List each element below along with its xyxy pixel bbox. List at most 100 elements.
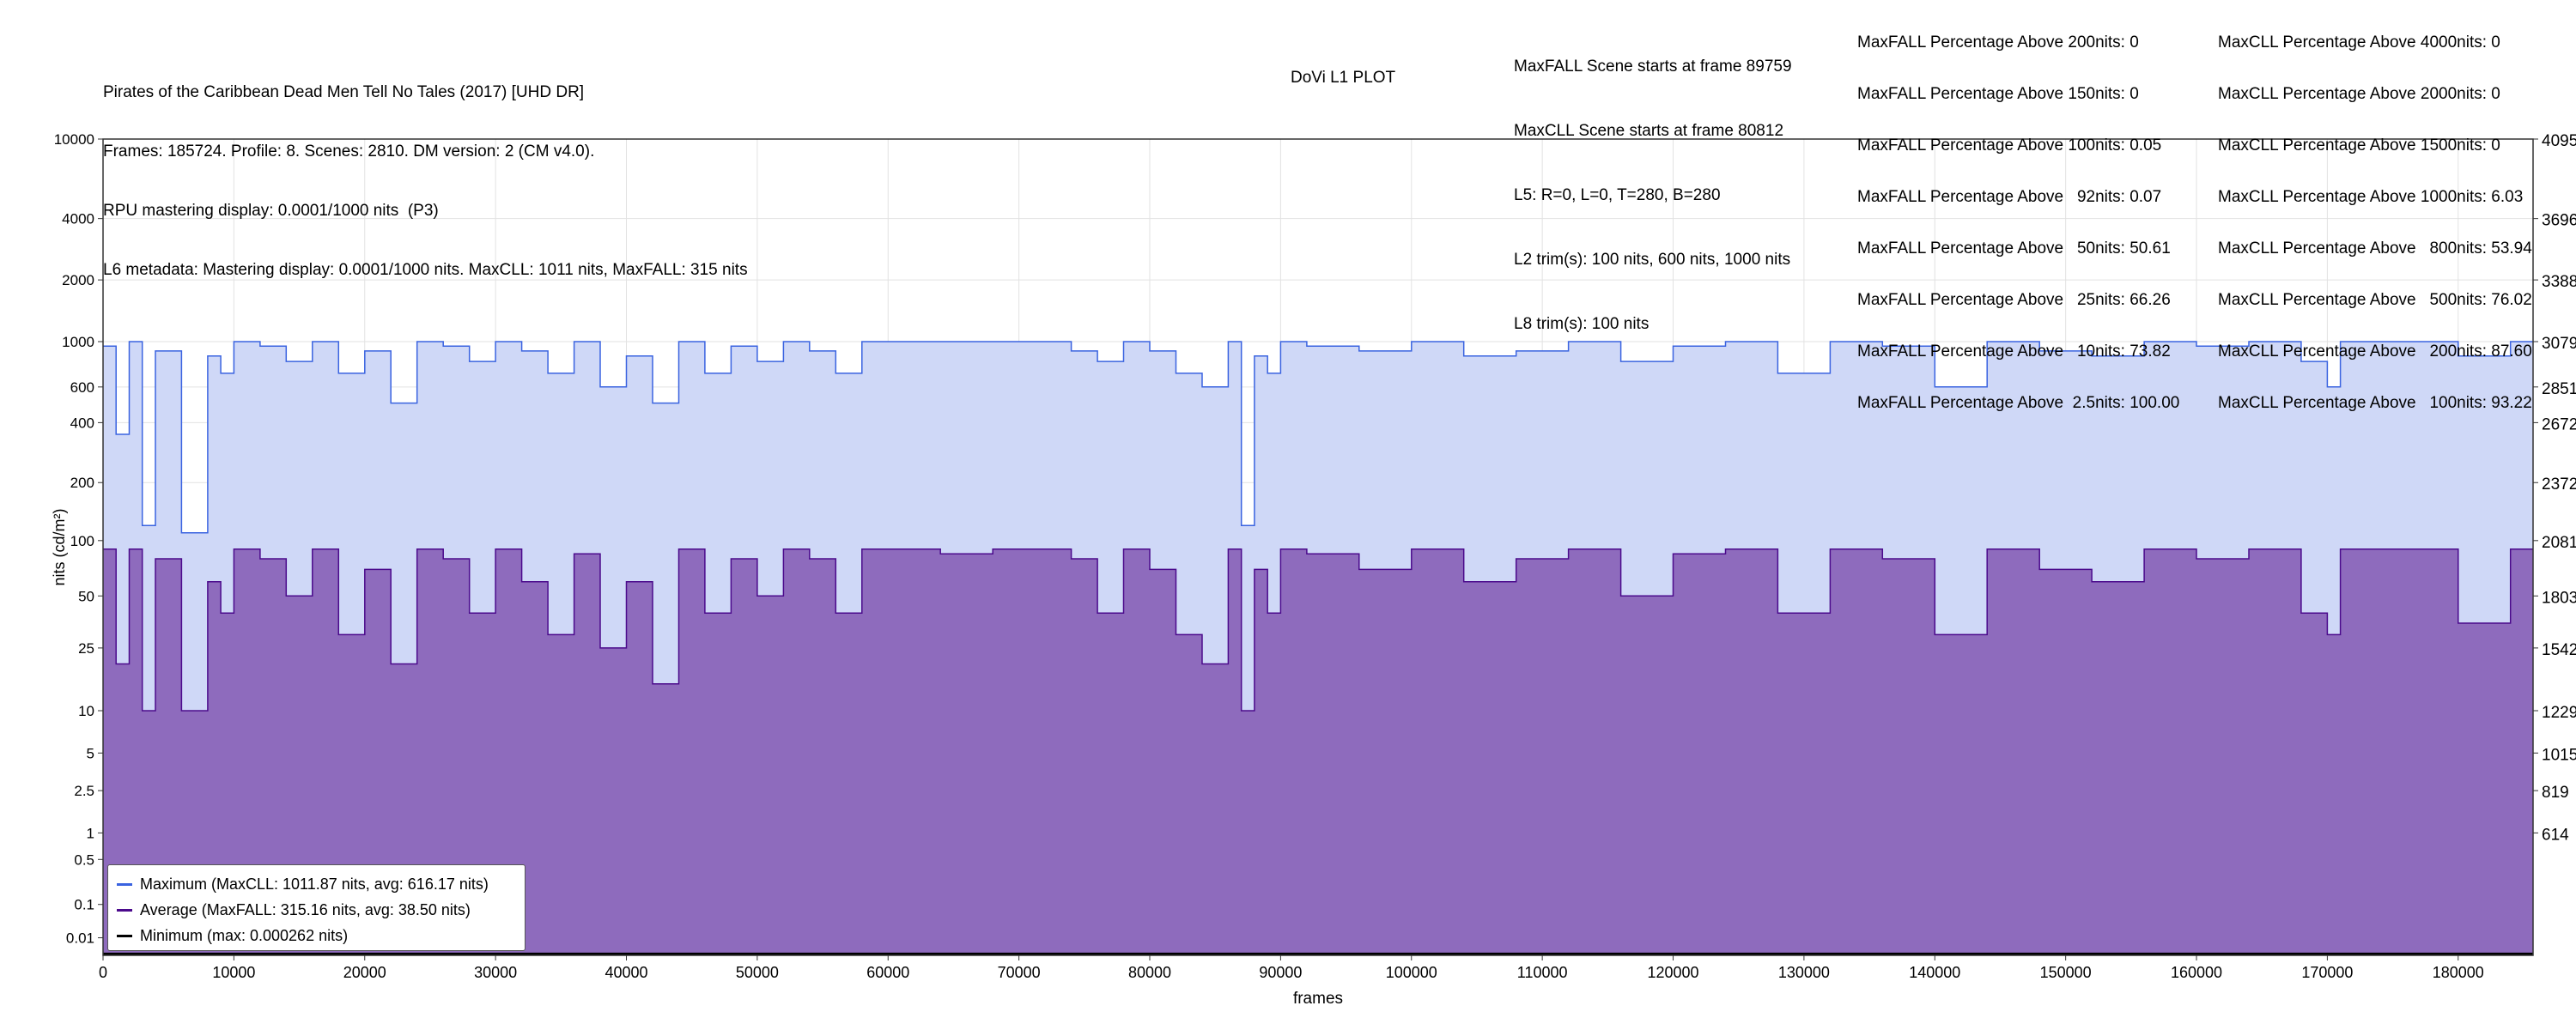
y-right-tick-label: 1015 xyxy=(2542,746,2576,764)
x-tick-label: 80000 xyxy=(1128,964,1171,981)
series-fills xyxy=(103,342,2533,955)
series-line-maximum xyxy=(103,341,2533,534)
y-right-tick-label: 3696 xyxy=(2542,212,2576,230)
y-tick-label: 0.5 xyxy=(74,851,94,868)
legend-swatch-average xyxy=(117,908,132,912)
x-tick-label: 70000 xyxy=(998,964,1041,981)
y-right-tick-label: 2672 xyxy=(2542,415,2576,433)
l5-line: L5: R=0, L=0, T=280, B=280 xyxy=(1514,186,1721,204)
l2-trims-line: L2 trim(s): 100 nits, 600 nits, 1000 nit… xyxy=(1514,251,1791,269)
x-tick-label: 60000 xyxy=(866,964,909,981)
y-tick-label: 1 xyxy=(87,825,94,841)
y-axis-label: nits (cd/m²) xyxy=(51,509,68,586)
maxcll-pct-row: MaxCLL Percentage Above 1000nits: 6.03 xyxy=(2218,188,2524,206)
plot-title: DoVi L1 PLOT xyxy=(1291,69,1396,87)
y-tick-label: 1000 xyxy=(62,334,94,350)
maxcll-pct-row: MaxCLL Percentage Above 2000nits: 0 xyxy=(2218,85,2500,103)
x-tick-label: 90000 xyxy=(1259,964,1302,981)
y-right-tick-label: 819 xyxy=(2542,784,2569,802)
maxfall-pct-row: MaxFALL Percentage Above 150nits: 0 xyxy=(1857,85,2139,103)
x-tick-label: 110000 xyxy=(1517,964,1568,981)
y-right-tick-label: 1229 xyxy=(2542,704,2576,722)
header-rpu-line: RPU mastering display: 0.0001/1000 nits … xyxy=(103,202,439,220)
y-tick-label: 0.01 xyxy=(66,930,94,947)
x-tick-label: 130000 xyxy=(1778,964,1830,981)
maxcll-pct-row: MaxCLL Percentage Above 800nits: 53.94 xyxy=(2218,239,2532,258)
y-tick-label: 200 xyxy=(70,475,94,491)
y-right-tick-label: 4095 xyxy=(2542,132,2576,150)
y-tick-label: 4000 xyxy=(62,211,94,227)
maxfall-pct-row: MaxFALL Percentage Above 2.5nits: 100.00 xyxy=(1857,394,2180,412)
x-tick-label: 100000 xyxy=(1386,964,1437,981)
series-line-average xyxy=(103,548,2533,712)
y-tick-label: 100 xyxy=(70,533,94,549)
x-tick-label: 150000 xyxy=(2040,964,2092,981)
legend-label-average: Average (MaxFALL: 315.16 nits, avg: 38.5… xyxy=(140,900,471,918)
maxfall-pct-row: MaxFALL Percentage Above 100nits: 0.05 xyxy=(1857,136,2162,154)
header-title-line: Pirates of the Caribbean Dead Men Tell N… xyxy=(103,83,585,101)
legend-label-minimum: Minimum (max: 0.000262 nits) xyxy=(140,926,349,944)
y-tick-label: 600 xyxy=(70,379,94,396)
maxcll-pct-row: MaxCLL Percentage Above 1500nits: 0 xyxy=(2218,136,2500,154)
y-right-tick-label: 3388 xyxy=(2542,273,2576,291)
y-right-tick-label: 1803 xyxy=(2542,589,2576,607)
x-tick-label: 10000 xyxy=(212,964,255,981)
l8-trims-line: L8 trim(s): 100 nits xyxy=(1514,315,1649,333)
y-right-tick-label: 3079 xyxy=(2542,335,2576,353)
maxfall-pct-row: MaxFALL Percentage Above 25nits: 66.26 xyxy=(1857,291,2171,309)
y-tick-label: 50 xyxy=(78,588,94,604)
y-right-tick-label: 614 xyxy=(2542,826,2569,844)
maxfall-pct-row: MaxFALL Percentage Above 200nits: 0 xyxy=(1857,33,2139,52)
axis-ticks: 0.01 0.1 0.5 1 2.5 5 10 25 50 100 200 400 600 1000 200… xyxy=(54,131,2576,981)
maxfall-pct-row: MaxFALL Percentage Above 10nits: 73.82 xyxy=(1857,342,2171,360)
x-tick-label: 170000 xyxy=(2301,964,2353,981)
y-right-tick-label: 2081 xyxy=(2542,534,2576,552)
legend-label-maximum: Maximum (MaxCLL: 1011.87 nits, avg: 616.… xyxy=(140,875,489,893)
chart-legend: Maximum (MaxCLL: 1011.87 nits, avg: 616.… xyxy=(107,864,526,951)
maxcll-scene-line: MaxCLL Scene starts at frame 80812 xyxy=(1514,122,1784,140)
legend-item-maximum: Maximum (MaxCLL: 1011.87 nits, avg: 616.… xyxy=(117,874,489,894)
maxfall-pct-row: MaxFALL Percentage Above 92nits: 0.07 xyxy=(1857,188,2162,206)
maxcll-pct-row: MaxCLL Percentage Above 4000nits: 0 xyxy=(2218,33,2500,52)
legend-swatch-maximum xyxy=(117,882,132,886)
y-tick-label: 10000 xyxy=(54,131,94,148)
y-tick-label: 5 xyxy=(87,745,94,761)
maxcll-percentages: MaxCLL Percentage Above 4000nits: 0 MaxC… xyxy=(2218,0,2532,429)
y-tick-label: 25 xyxy=(78,640,94,657)
header-frames-line: Frames: 185724. Profile: 8. Scenes: 2810… xyxy=(103,142,595,161)
maxcll-pct-row: MaxCLL Percentage Above 200nits: 87.60 xyxy=(2218,342,2532,360)
plot-frame xyxy=(102,138,2534,956)
header-l6-line: L6 metadata: Mastering display: 0.0001/1… xyxy=(103,261,748,279)
series-area-average xyxy=(103,548,2533,955)
x-tick-label: 0 xyxy=(99,964,107,981)
x-tick-label: 40000 xyxy=(605,964,647,981)
maxcll-pct-row: MaxCLL Percentage Above 100nits: 93.22 xyxy=(2218,394,2532,412)
maxfall-pct-row: MaxFALL Percentage Above 50nits: 50.61 xyxy=(1857,239,2171,258)
x-tick-label: 160000 xyxy=(2171,964,2222,981)
x-tick-label: 180000 xyxy=(2433,964,2484,981)
y-tick-label: 400 xyxy=(70,415,94,431)
legend-item-average: Average (MaxFALL: 315.16 nits, avg: 38.5… xyxy=(117,900,471,920)
x-tick-label: 20000 xyxy=(343,964,386,981)
y-right-tick-label: 1542 xyxy=(2542,641,2576,659)
maxcll-pct-row: MaxCLL Percentage Above 500nits: 76.02 xyxy=(2218,291,2532,309)
y-right-tick-label: 2851 xyxy=(2542,380,2576,398)
x-tick-label: 30000 xyxy=(474,964,517,981)
y-tick-label: 2000 xyxy=(62,272,94,288)
x-tick-label: 140000 xyxy=(1909,964,1960,981)
y-right-tick-label: 2372 xyxy=(2542,476,2576,494)
maxfall-scene-line: MaxFALL Scene starts at frame 89759 xyxy=(1514,58,1792,76)
header-info-left: Pirates of the Caribbean Dead Men Tell N… xyxy=(103,43,748,300)
legend-swatch-minimum xyxy=(117,934,132,937)
header-info-middle: MaxFALL Scene starts at frame 89759 MaxC… xyxy=(1514,13,1792,356)
y-tick-label: 10 xyxy=(78,703,94,719)
x-tick-label: 120000 xyxy=(1647,964,1698,981)
y-tick-label: 0.1 xyxy=(74,897,94,913)
maxfall-percentages: MaxFALL Percentage Above 200nits: 0 MaxF… xyxy=(1857,0,2179,429)
x-axis-label: frames xyxy=(1293,990,1343,1008)
y-tick-label: 2.5 xyxy=(74,783,94,799)
series-lines xyxy=(103,341,2533,955)
x-tick-label: 50000 xyxy=(736,964,779,981)
legend-item-minimum: Minimum (max: 0.000262 nits) xyxy=(117,925,348,946)
